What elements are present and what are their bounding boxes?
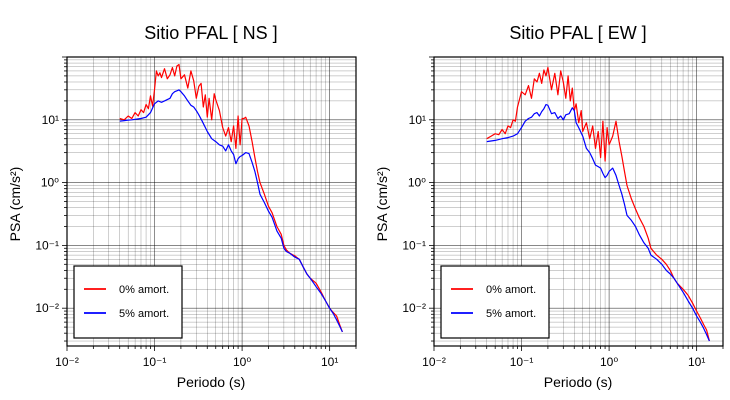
y-tick-label: 10⁰ xyxy=(41,176,59,190)
y-tick-label: 10¹ xyxy=(42,113,59,127)
chart-title: Sitio PFAL [ EW ] xyxy=(509,23,646,43)
y-axis-label: PSA (cm/s²) xyxy=(374,167,390,242)
y-tick-label: 10⁻¹ xyxy=(35,238,59,252)
y-tick-label: 10¹ xyxy=(409,113,426,127)
x-tick-label: 10⁰ xyxy=(233,355,251,369)
series-line-0 xyxy=(486,66,710,342)
legend: 0% amort. 5% amort. xyxy=(440,265,550,339)
chart-title: Sitio PFAL [ NS ] xyxy=(144,23,277,43)
x-tick-label: 10⁻² xyxy=(55,355,79,369)
series-line-1 xyxy=(486,103,710,342)
y-tick-label: 10⁻¹ xyxy=(402,238,426,252)
x-tick-label: 10⁻² xyxy=(422,355,446,369)
x-tick-label: 10¹ xyxy=(321,355,338,369)
x-tick-label: 10¹ xyxy=(688,355,705,369)
x-tick-label: 10⁰ xyxy=(600,355,618,369)
legend-label: 5% amort. xyxy=(119,308,169,320)
y-tick-label: 10⁻² xyxy=(35,301,59,315)
legend-label: 0% amort. xyxy=(119,284,169,296)
series-lines xyxy=(119,63,343,333)
tick-labels: 10⁻² 10⁻¹ 10⁰ 10¹ 10⁻² 10⁻¹ 10⁰ 10¹ xyxy=(402,113,705,369)
chart-panel-ns: Sitio PFAL [ NS ] 10⁻² 10⁻¹ 10⁰ 10¹ 10⁻² 10⁻¹… xyxy=(7,23,357,390)
legend-box xyxy=(440,265,550,339)
legend-label: 0% amort. xyxy=(486,284,536,296)
plot-frame xyxy=(66,56,357,347)
legend: 0% amort. 5% amort. xyxy=(73,265,183,339)
y-axis-label: PSA (cm/s²) xyxy=(7,167,23,242)
legend-box xyxy=(73,265,183,339)
plot-frame xyxy=(433,56,724,347)
x-tick-label: 10⁻¹ xyxy=(510,355,534,369)
chart-panel-ew: Sitio PFAL [ EW ] 10⁻² 10⁻¹ 10⁰ 10¹ 10⁻² 10⁻¹… xyxy=(374,23,724,390)
x-axis-label: Periodo (s) xyxy=(177,374,245,390)
series-line-1 xyxy=(119,89,343,333)
x-tick-label: 10⁻¹ xyxy=(143,355,167,369)
y-tick-label: 10⁰ xyxy=(408,176,426,190)
y-tick-label: 10⁻² xyxy=(402,301,426,315)
x-axis-label: Periodo (s) xyxy=(544,374,612,390)
tick-labels: 10⁻² 10⁻¹ 10⁰ 10¹ 10⁻² 10⁻¹ 10⁰ 10¹ xyxy=(35,113,338,369)
series-lines xyxy=(486,66,710,342)
legend-label: 5% amort. xyxy=(486,308,536,320)
